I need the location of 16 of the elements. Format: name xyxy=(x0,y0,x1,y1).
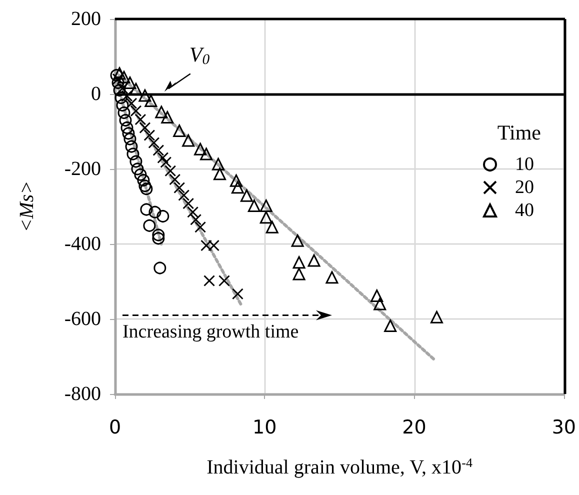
legend-title: Time xyxy=(497,120,542,144)
y-axis-title: <Ms> xyxy=(16,180,38,232)
x-tick-label: 10 xyxy=(252,416,277,438)
x-tick-label: 20 xyxy=(402,416,426,438)
legend-label: 20 xyxy=(515,177,534,198)
y-tick-label: 0 xyxy=(91,83,101,105)
legend-label: 10 xyxy=(515,154,534,175)
y-tick-label: -600 xyxy=(64,308,101,330)
y-tick-label: -800 xyxy=(64,383,101,405)
legend-label: 40 xyxy=(515,200,534,221)
y-tick-label: 200 xyxy=(71,8,101,30)
y-tick-label: -200 xyxy=(64,158,101,180)
x-tick-label: 30 xyxy=(552,416,576,438)
y-tick-label: -400 xyxy=(64,233,101,255)
x-tick-label: 0 xyxy=(108,416,122,438)
annotation: Increasing growth time xyxy=(122,321,299,342)
